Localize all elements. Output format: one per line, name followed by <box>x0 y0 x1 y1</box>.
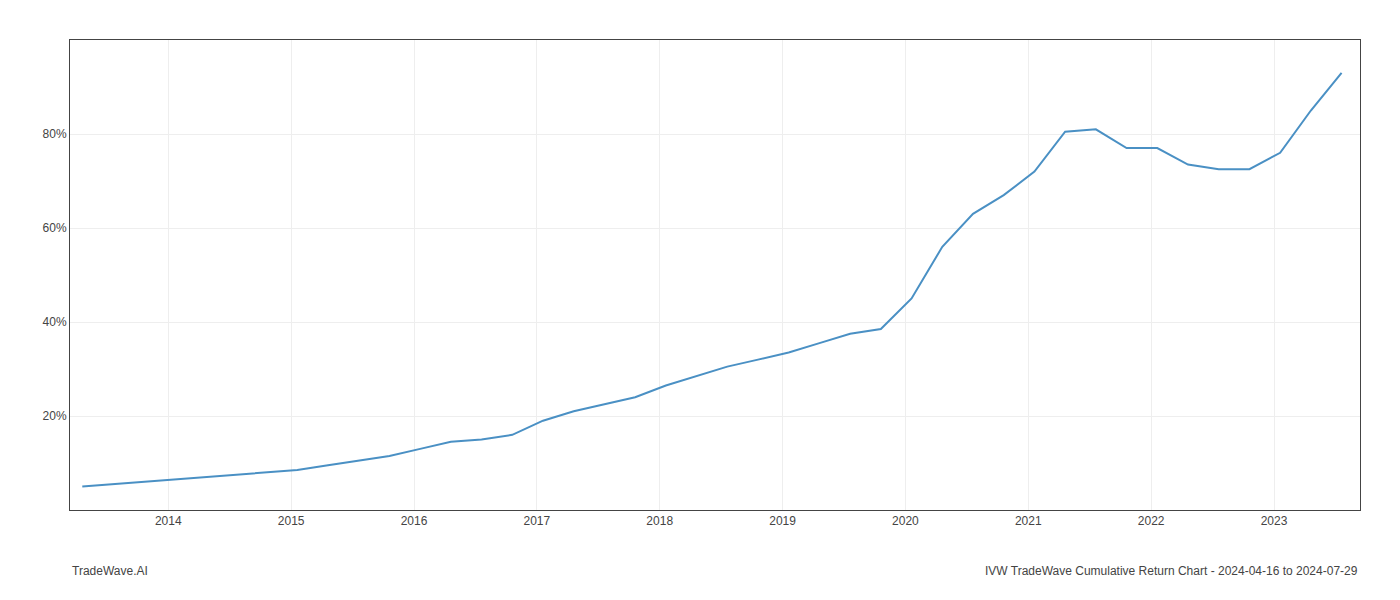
svg-text:2021: 2021 <box>1015 514 1042 528</box>
svg-text:2022: 2022 <box>1138 514 1165 528</box>
svg-text:2017: 2017 <box>524 514 551 528</box>
svg-text:2018: 2018 <box>646 514 673 528</box>
svg-text:2020: 2020 <box>892 514 919 528</box>
svg-text:60%: 60% <box>43 221 67 235</box>
svg-text:2016: 2016 <box>401 514 428 528</box>
svg-text:80%: 80% <box>43 127 67 141</box>
svg-text:2023: 2023 <box>1261 514 1288 528</box>
svg-text:2019: 2019 <box>769 514 796 528</box>
svg-text:2014: 2014 <box>155 514 182 528</box>
svg-text:2015: 2015 <box>278 514 305 528</box>
svg-text:IVW TradeWave Cumulative Retur: IVW TradeWave Cumulative Return Chart - … <box>985 564 1358 578</box>
svg-text:40%: 40% <box>43 315 67 329</box>
svg-text:20%: 20% <box>43 409 67 423</box>
svg-text:TradeWave.AI: TradeWave.AI <box>72 564 148 578</box>
